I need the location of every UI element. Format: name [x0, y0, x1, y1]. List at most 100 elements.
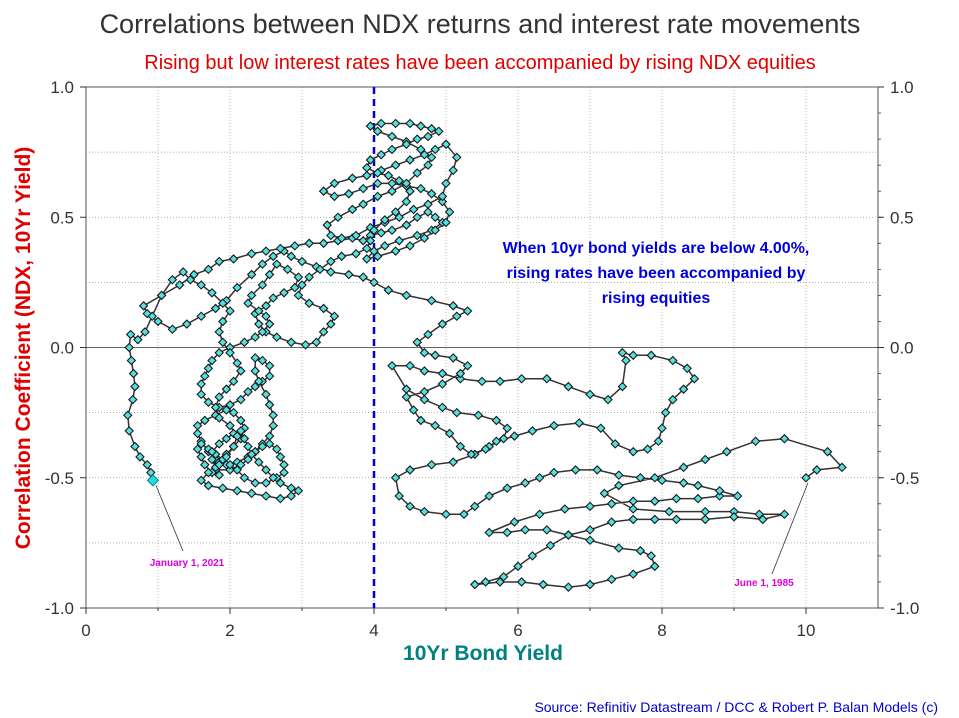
data-point — [459, 509, 469, 519]
data-point — [279, 459, 289, 470]
y-tick-label-left: -0.5 — [45, 469, 74, 488]
data-point — [268, 293, 278, 303]
source-note: Source: Refinitiv Datastream / DCC & Rob… — [534, 699, 938, 715]
data-point — [207, 446, 217, 457]
data-point — [239, 472, 250, 483]
data-point — [200, 459, 210, 470]
data-point — [214, 256, 224, 267]
data-point — [128, 394, 138, 405]
data-point — [246, 248, 257, 259]
data-point — [671, 514, 682, 525]
data-point — [452, 152, 462, 163]
data-point — [380, 241, 390, 251]
label-start-date: June 1, 1985 — [734, 578, 794, 589]
data-point — [167, 274, 178, 285]
data-point — [130, 441, 140, 452]
data-point — [405, 360, 415, 371]
data-point — [570, 465, 581, 475]
data-point — [236, 415, 246, 426]
data-point — [405, 155, 415, 165]
data-point — [272, 332, 282, 342]
data-point — [318, 186, 329, 196]
data-point — [387, 144, 397, 155]
data-point — [257, 280, 268, 290]
axes: 0 2 4 6 8 10 -1.0 -0.5 0.0 0.5 1.0 -1.0 -0.5 0.0 0.5 1.… — [45, 78, 920, 640]
data-point — [225, 306, 235, 316]
data-point — [614, 543, 624, 553]
data-point — [596, 423, 606, 434]
chart-subtitle: Rising but low interest rates have been … — [144, 52, 815, 74]
data-point — [671, 493, 682, 504]
data-point — [466, 449, 476, 460]
data-point — [326, 267, 336, 277]
data-point — [140, 327, 150, 337]
data-point — [254, 319, 264, 329]
data-point — [549, 467, 559, 478]
data-point — [387, 131, 397, 142]
data-point — [437, 379, 448, 389]
data-point — [228, 407, 239, 418]
data-point — [236, 366, 246, 376]
data-point — [174, 280, 185, 290]
callouts — [155, 482, 809, 575]
data-point — [441, 509, 451, 519]
data-point — [344, 189, 354, 199]
data-point — [196, 280, 206, 290]
data-point — [758, 514, 768, 525]
data-point — [401, 290, 412, 301]
y-tick-label-left: 0.5 — [50, 208, 74, 227]
data-point — [390, 246, 401, 256]
data-point — [419, 233, 430, 243]
data-point — [326, 230, 336, 241]
data-point — [689, 373, 700, 384]
data-point — [329, 311, 340, 322]
y-tick-label-right: 0.0 — [890, 339, 914, 358]
data-point — [261, 311, 271, 322]
data-point — [156, 290, 167, 301]
data-point — [419, 366, 430, 376]
x-tick-label: 10 — [797, 621, 816, 640]
data-point — [383, 285, 394, 295]
data-point — [225, 347, 235, 358]
data-point — [779, 509, 790, 519]
data-point — [207, 355, 217, 366]
data-point — [437, 191, 448, 202]
data-point — [214, 459, 224, 470]
data-point — [272, 259, 282, 269]
data-point — [491, 436, 502, 447]
data-point — [376, 228, 386, 238]
data-point — [423, 160, 433, 170]
data-point — [430, 420, 440, 431]
data-point — [538, 579, 548, 590]
data-point — [362, 170, 372, 181]
data-point — [347, 204, 358, 215]
data-point — [606, 499, 617, 509]
data-point — [336, 251, 347, 262]
data-point — [668, 394, 678, 405]
data-point — [534, 509, 545, 519]
data-point — [221, 405, 232, 415]
data-point — [779, 433, 790, 444]
data-point — [412, 230, 422, 241]
data-point — [232, 465, 242, 475]
data-point — [182, 319, 192, 329]
data-point — [617, 347, 628, 358]
data-point — [527, 426, 538, 436]
data-point — [192, 428, 203, 439]
data-point — [272, 444, 282, 454]
data-point — [628, 446, 638, 457]
data-point — [750, 436, 761, 447]
data-point — [401, 220, 412, 230]
data-point — [416, 183, 426, 194]
data-point — [426, 295, 437, 306]
data-point — [527, 551, 538, 561]
data-point — [405, 186, 415, 196]
data-point — [200, 415, 210, 426]
data-point — [351, 230, 361, 241]
data-point — [246, 269, 257, 280]
data-point — [383, 170, 394, 181]
data-point — [250, 353, 260, 363]
data-point — [585, 525, 595, 535]
data-point — [419, 149, 430, 160]
data-point — [250, 478, 260, 488]
